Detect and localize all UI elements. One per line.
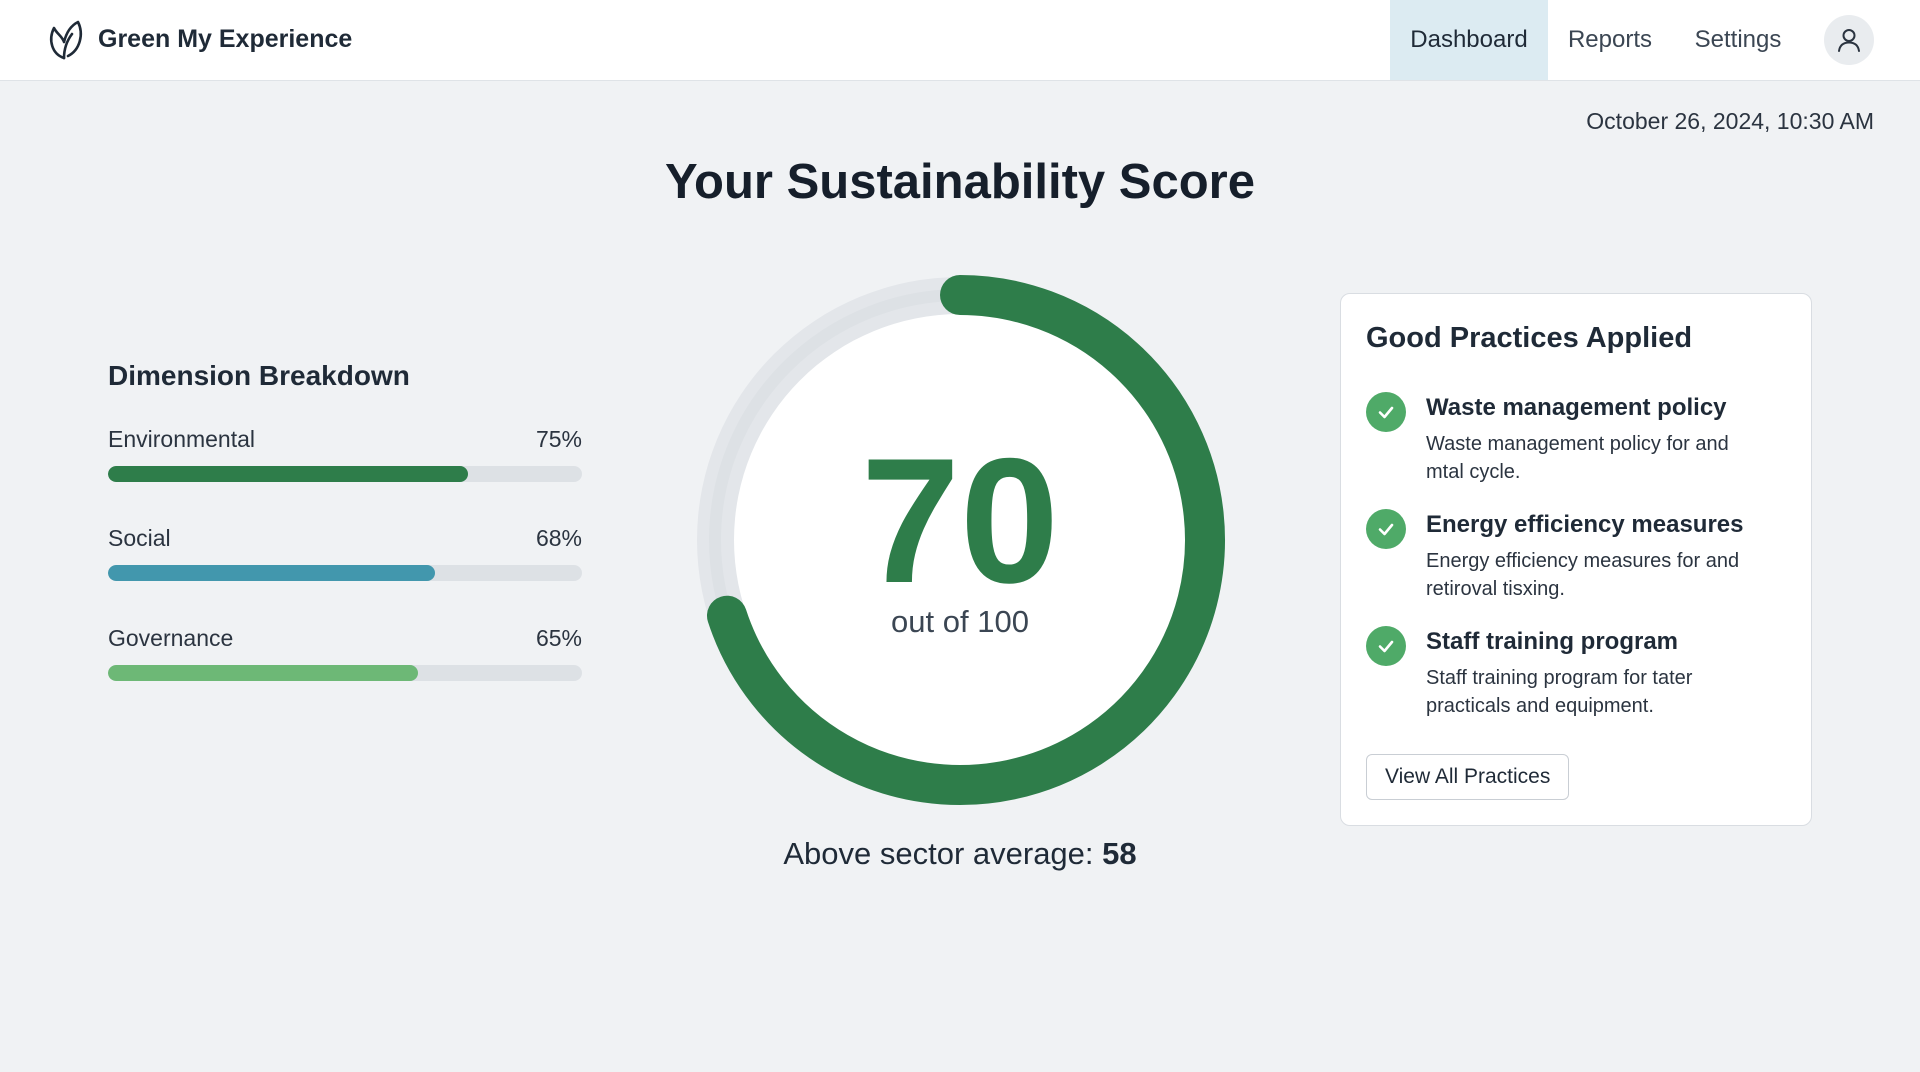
- score-out-of: out of 100: [891, 604, 1029, 639]
- dimension-label: Environmental: [108, 426, 256, 452]
- practice-description: Energy efficiency measures for and retir…: [1426, 550, 1740, 600]
- top-bar: Green My Experience Dashboard Reports Se…: [0, 0, 1920, 81]
- app-name: Green My Experience: [98, 24, 353, 53]
- practice-description: Waste management policy for and mtal cyc…: [1426, 433, 1729, 483]
- view-all-practices-button[interactable]: View All Practices: [1366, 754, 1570, 800]
- dimension-breakdown: Dimension Breakdown Environmental 75% So…: [108, 360, 582, 681]
- progress-fill: [108, 565, 436, 581]
- leaf-icon: [50, 20, 82, 60]
- gauge-score-arc: [706, 275, 1225, 805]
- good-practices-title: Good Practices Applied: [1366, 322, 1693, 354]
- dimension-governance: Governance 65%: [108, 625, 582, 681]
- sector-average: Above sector average: 58: [690, 836, 1230, 872]
- dimension-social: Social 68%: [108, 525, 582, 581]
- user-icon: [1838, 29, 1860, 52]
- good-practices-card: Good Practices Applied Waste management …: [1340, 293, 1812, 826]
- nav-reports[interactable]: Reports: [1567, 26, 1653, 53]
- page-title: Your Sustainability Score: [665, 155, 1255, 209]
- check-icon: [1366, 509, 1406, 549]
- score-value: 70: [861, 421, 1059, 620]
- dimension-percent: 75%: [535, 426, 582, 452]
- check-icon: [1366, 392, 1406, 432]
- progress-track: [108, 665, 582, 681]
- practice-title: Staff training program: [1426, 628, 1679, 655]
- gauge-face: [734, 314, 1186, 766]
- dimension-environmental: Environmental 75%: [108, 426, 582, 482]
- score-gauge: [697, 275, 1225, 805]
- practice-title: Waste management policy: [1426, 394, 1727, 421]
- progress-track: [108, 565, 582, 581]
- nav-dashboard[interactable]: Dashboard: [1390, 0, 1548, 80]
- sector-average-label: Above sector average:: [783, 836, 1094, 871]
- brand[interactable]: Green My Experience: [44, 14, 352, 64]
- progress-fill: [108, 466, 469, 482]
- dimension-breakdown-title: Dimension Breakdown: [108, 360, 410, 391]
- practice-title: Energy efficiency measures: [1426, 511, 1744, 538]
- dimension-label: Social: [108, 525, 171, 551]
- practice-description: Staff training program for tater practic…: [1426, 667, 1693, 717]
- nav-settings[interactable]: Settings: [1694, 26, 1782, 53]
- dimension-percent: 68%: [535, 525, 582, 551]
- progress-track: [108, 466, 582, 482]
- progress-fill: [108, 665, 419, 681]
- profile-button[interactable]: [1824, 15, 1874, 65]
- check-icon: [1366, 626, 1406, 666]
- timestamp: October 26, 2024, 10:30 AM: [1586, 108, 1874, 134]
- sector-average-value: 58: [1102, 836, 1137, 871]
- dimension-percent: 65%: [535, 625, 582, 651]
- dimension-label: Governance: [108, 625, 234, 651]
